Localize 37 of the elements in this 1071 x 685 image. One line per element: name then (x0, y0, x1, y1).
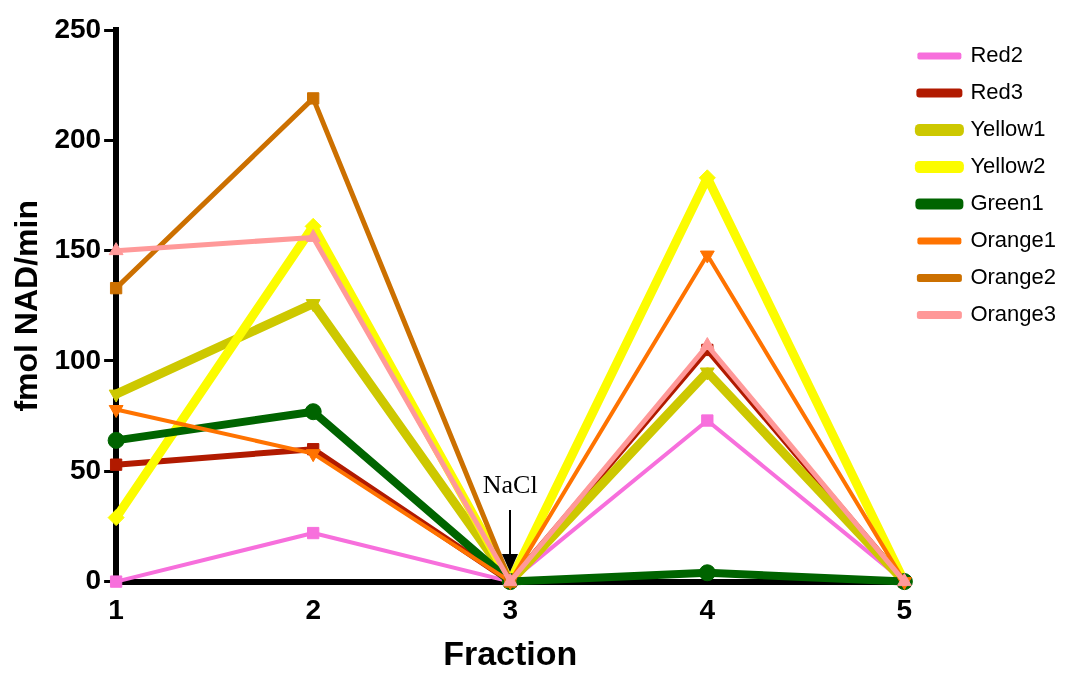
point (699, 337, 715, 351)
point (109, 281, 123, 295)
point (107, 509, 125, 527)
point (304, 403, 322, 421)
x-tick-label: 2 (305, 594, 321, 626)
x-tick-label: 4 (699, 594, 716, 626)
point (698, 564, 716, 582)
y-tick-label: 50 (69, 454, 102, 485)
annotation: NaCl (482, 469, 538, 500)
point (699, 367, 715, 381)
point (109, 575, 123, 588)
point (107, 431, 125, 449)
legend-label: Yellow2 (970, 153, 1046, 179)
point (307, 526, 320, 540)
y-tick-label: 200 (54, 123, 102, 155)
y-tick-label: 100 (54, 343, 102, 375)
point (109, 458, 123, 471)
y-tick-label: 150 (54, 233, 102, 265)
x-tick-label: 1 (108, 594, 124, 626)
legend-label: Yellow1 (970, 116, 1046, 142)
point (108, 242, 124, 256)
point (699, 250, 715, 264)
legend-label: Green1 (970, 190, 1044, 216)
legend-label: Orange1 (970, 227, 1057, 253)
point (307, 92, 320, 105)
y-axis-title: fmol NAD/min (8, 200, 45, 412)
x-tick-label: 5 (896, 594, 913, 626)
point (108, 405, 124, 418)
legend-label: Orange3 (970, 301, 1057, 327)
point (701, 414, 714, 427)
x-axis-title: Fraction (443, 633, 578, 672)
y-tick-label: 250 (54, 12, 102, 44)
legend-label: Red2 (970, 42, 1023, 68)
x-tick-label: 3 (502, 594, 519, 626)
y-tick-label: 0 (85, 564, 102, 596)
legend-label: Red3 (970, 79, 1023, 105)
legend-label: Orange2 (970, 264, 1057, 290)
